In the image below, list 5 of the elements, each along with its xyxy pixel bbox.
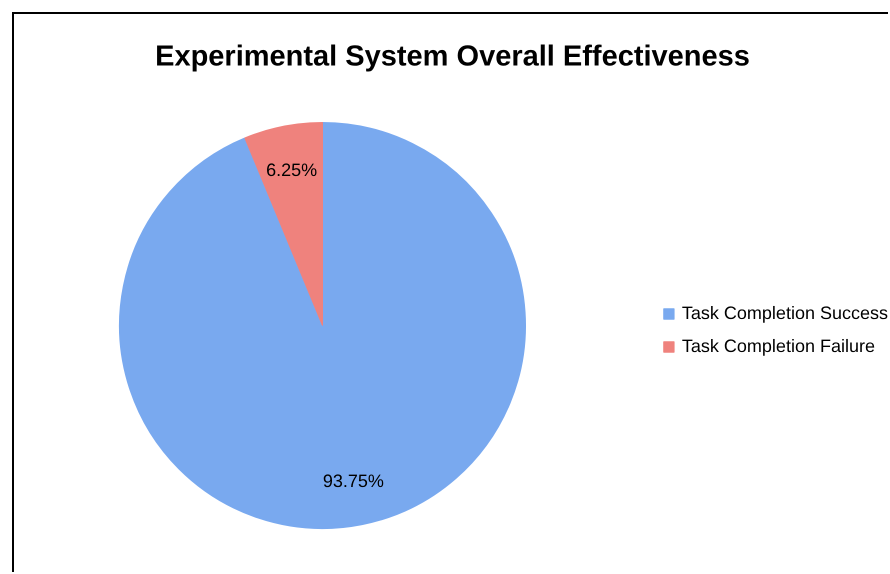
legend-label: Task Completion Success <box>682 302 888 324</box>
data-label: 6.25% <box>266 160 318 180</box>
data-label: 93.75% <box>322 470 384 491</box>
legend-label: Task Completion Failure <box>682 336 875 356</box>
chart-title: Experimental System Overall Effectiveness <box>155 40 750 72</box>
